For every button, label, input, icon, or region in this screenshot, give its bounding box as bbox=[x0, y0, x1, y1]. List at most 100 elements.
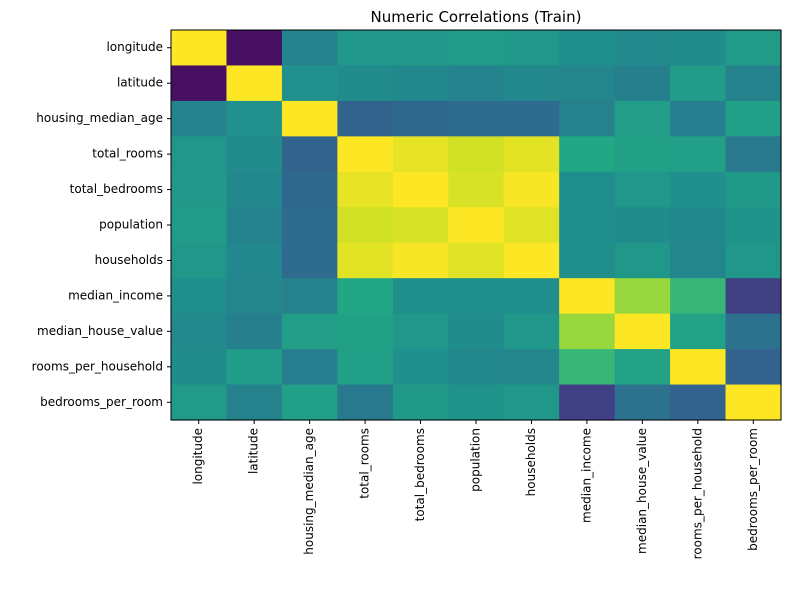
plot-frame bbox=[170, 29, 782, 421]
heatmap-cell bbox=[614, 349, 671, 386]
heatmap-cell bbox=[171, 313, 228, 350]
heatmap-cell bbox=[171, 100, 228, 137]
heatmap-cell bbox=[670, 278, 727, 315]
heatmap-cell bbox=[281, 136, 338, 173]
heatmap-cell bbox=[337, 207, 394, 244]
heatmap-cell bbox=[614, 136, 671, 173]
heatmap-cell bbox=[559, 30, 616, 67]
heatmap-cell bbox=[614, 100, 671, 137]
heatmap-cell bbox=[226, 207, 283, 244]
heatmap-cell bbox=[503, 100, 560, 137]
heatmap-cell bbox=[559, 278, 616, 315]
heatmap-cell bbox=[559, 207, 616, 244]
heatmap-cell bbox=[725, 30, 782, 67]
heatmap-cell bbox=[503, 136, 560, 173]
heatmap-cell bbox=[226, 278, 283, 315]
heatmap-cell bbox=[448, 278, 505, 315]
heatmap-cell bbox=[337, 349, 394, 386]
heatmap-cell bbox=[670, 242, 727, 279]
heatmap-cell bbox=[392, 313, 449, 350]
heatmap-cell bbox=[392, 349, 449, 386]
heatmap-cell bbox=[559, 100, 616, 137]
heatmap-cell bbox=[337, 100, 394, 137]
x-axis-ticks: longitude latitude housing_median_age total… bbox=[191, 420, 760, 559]
heatmap-cell bbox=[226, 313, 283, 350]
heatmap-cell bbox=[503, 278, 560, 315]
heatmap-cell bbox=[171, 171, 228, 208]
x-tick-label: median_house_value bbox=[635, 428, 649, 554]
heatmap-cell bbox=[725, 207, 782, 244]
heatmap-cell bbox=[281, 278, 338, 315]
heatmap-cell bbox=[503, 313, 560, 350]
heatmap-cell bbox=[614, 65, 671, 102]
heatmap-cell bbox=[171, 65, 228, 102]
heatmap-cell bbox=[559, 384, 616, 421]
heatmap-cell bbox=[559, 313, 616, 350]
heatmap-cell bbox=[725, 384, 782, 421]
heatmap-cell bbox=[503, 171, 560, 208]
heatmap-cell bbox=[559, 65, 616, 102]
heatmap-cell bbox=[559, 171, 616, 208]
x-tick-label: households bbox=[524, 428, 538, 496]
heatmap-cell bbox=[448, 384, 505, 421]
heatmap-cell bbox=[337, 313, 394, 350]
y-tick-label: total_bedrooms bbox=[70, 182, 163, 196]
heatmap-cell bbox=[392, 171, 449, 208]
heatmap-cell bbox=[392, 384, 449, 421]
heatmap-cell bbox=[337, 136, 394, 173]
heatmap-cell bbox=[281, 349, 338, 386]
heatmap-cell bbox=[171, 384, 228, 421]
y-tick-label: longitude bbox=[106, 40, 163, 54]
heatmap-cell bbox=[392, 65, 449, 102]
heatmap-cell bbox=[503, 30, 560, 67]
y-tick-label: total_rooms bbox=[92, 147, 163, 161]
heatmap-cell bbox=[226, 100, 283, 137]
heatmap-cell bbox=[725, 136, 782, 173]
heatmap-cell bbox=[226, 30, 283, 67]
heatmap-cell bbox=[392, 207, 449, 244]
chart-title: Numeric Correlations (Train) bbox=[371, 8, 582, 26]
heatmap-cell bbox=[725, 349, 782, 386]
heatmap-cell bbox=[226, 65, 283, 102]
heatmap-cell bbox=[559, 349, 616, 386]
heatmap-cell bbox=[725, 100, 782, 137]
heatmap-cell bbox=[337, 384, 394, 421]
heatmap-cell bbox=[670, 313, 727, 350]
heatmap-cell bbox=[448, 349, 505, 386]
heatmap-cell bbox=[725, 171, 782, 208]
heatmap-cell bbox=[503, 242, 560, 279]
heatmap-cell bbox=[559, 136, 616, 173]
heatmap-cell bbox=[281, 384, 338, 421]
x-tick-label: longitude bbox=[191, 428, 205, 485]
heatmap-cell bbox=[559, 242, 616, 279]
heatmap-cell bbox=[448, 100, 505, 137]
heatmap-cell bbox=[337, 65, 394, 102]
heatmap-cell bbox=[171, 278, 228, 315]
heatmap-cell bbox=[503, 349, 560, 386]
heatmap-cell bbox=[614, 313, 671, 350]
heatmap-cell bbox=[392, 136, 449, 173]
heatmap-cell bbox=[503, 65, 560, 102]
heatmap-cell bbox=[670, 349, 727, 386]
y-axis-ticks: longitude latitude housing_median_agetotal… bbox=[32, 40, 171, 409]
y-tick-label: median_house_value bbox=[37, 324, 163, 338]
heatmap-cell bbox=[670, 65, 727, 102]
heatmap-cell bbox=[171, 136, 228, 173]
x-tick-label: bedrooms_per_room bbox=[746, 428, 760, 551]
heatmap-cell bbox=[226, 349, 283, 386]
x-tick-label: population bbox=[469, 428, 483, 492]
y-tick-label: population bbox=[99, 218, 163, 232]
x-tick-label: rooms_per_household bbox=[690, 428, 704, 559]
heatmap-cell bbox=[670, 136, 727, 173]
heatmap-cell bbox=[281, 171, 338, 208]
heatmap-cell bbox=[448, 242, 505, 279]
heatmap-cell bbox=[503, 207, 560, 244]
heatmap-cell bbox=[281, 30, 338, 67]
heatmap-cell bbox=[392, 278, 449, 315]
heatmap-cell bbox=[337, 171, 394, 208]
heatmap-cell bbox=[614, 171, 671, 208]
heatmap-cell bbox=[226, 171, 283, 208]
heatmap-cell bbox=[337, 242, 394, 279]
heatmap-cell bbox=[725, 65, 782, 102]
x-tick-label: total_rooms bbox=[358, 428, 372, 499]
